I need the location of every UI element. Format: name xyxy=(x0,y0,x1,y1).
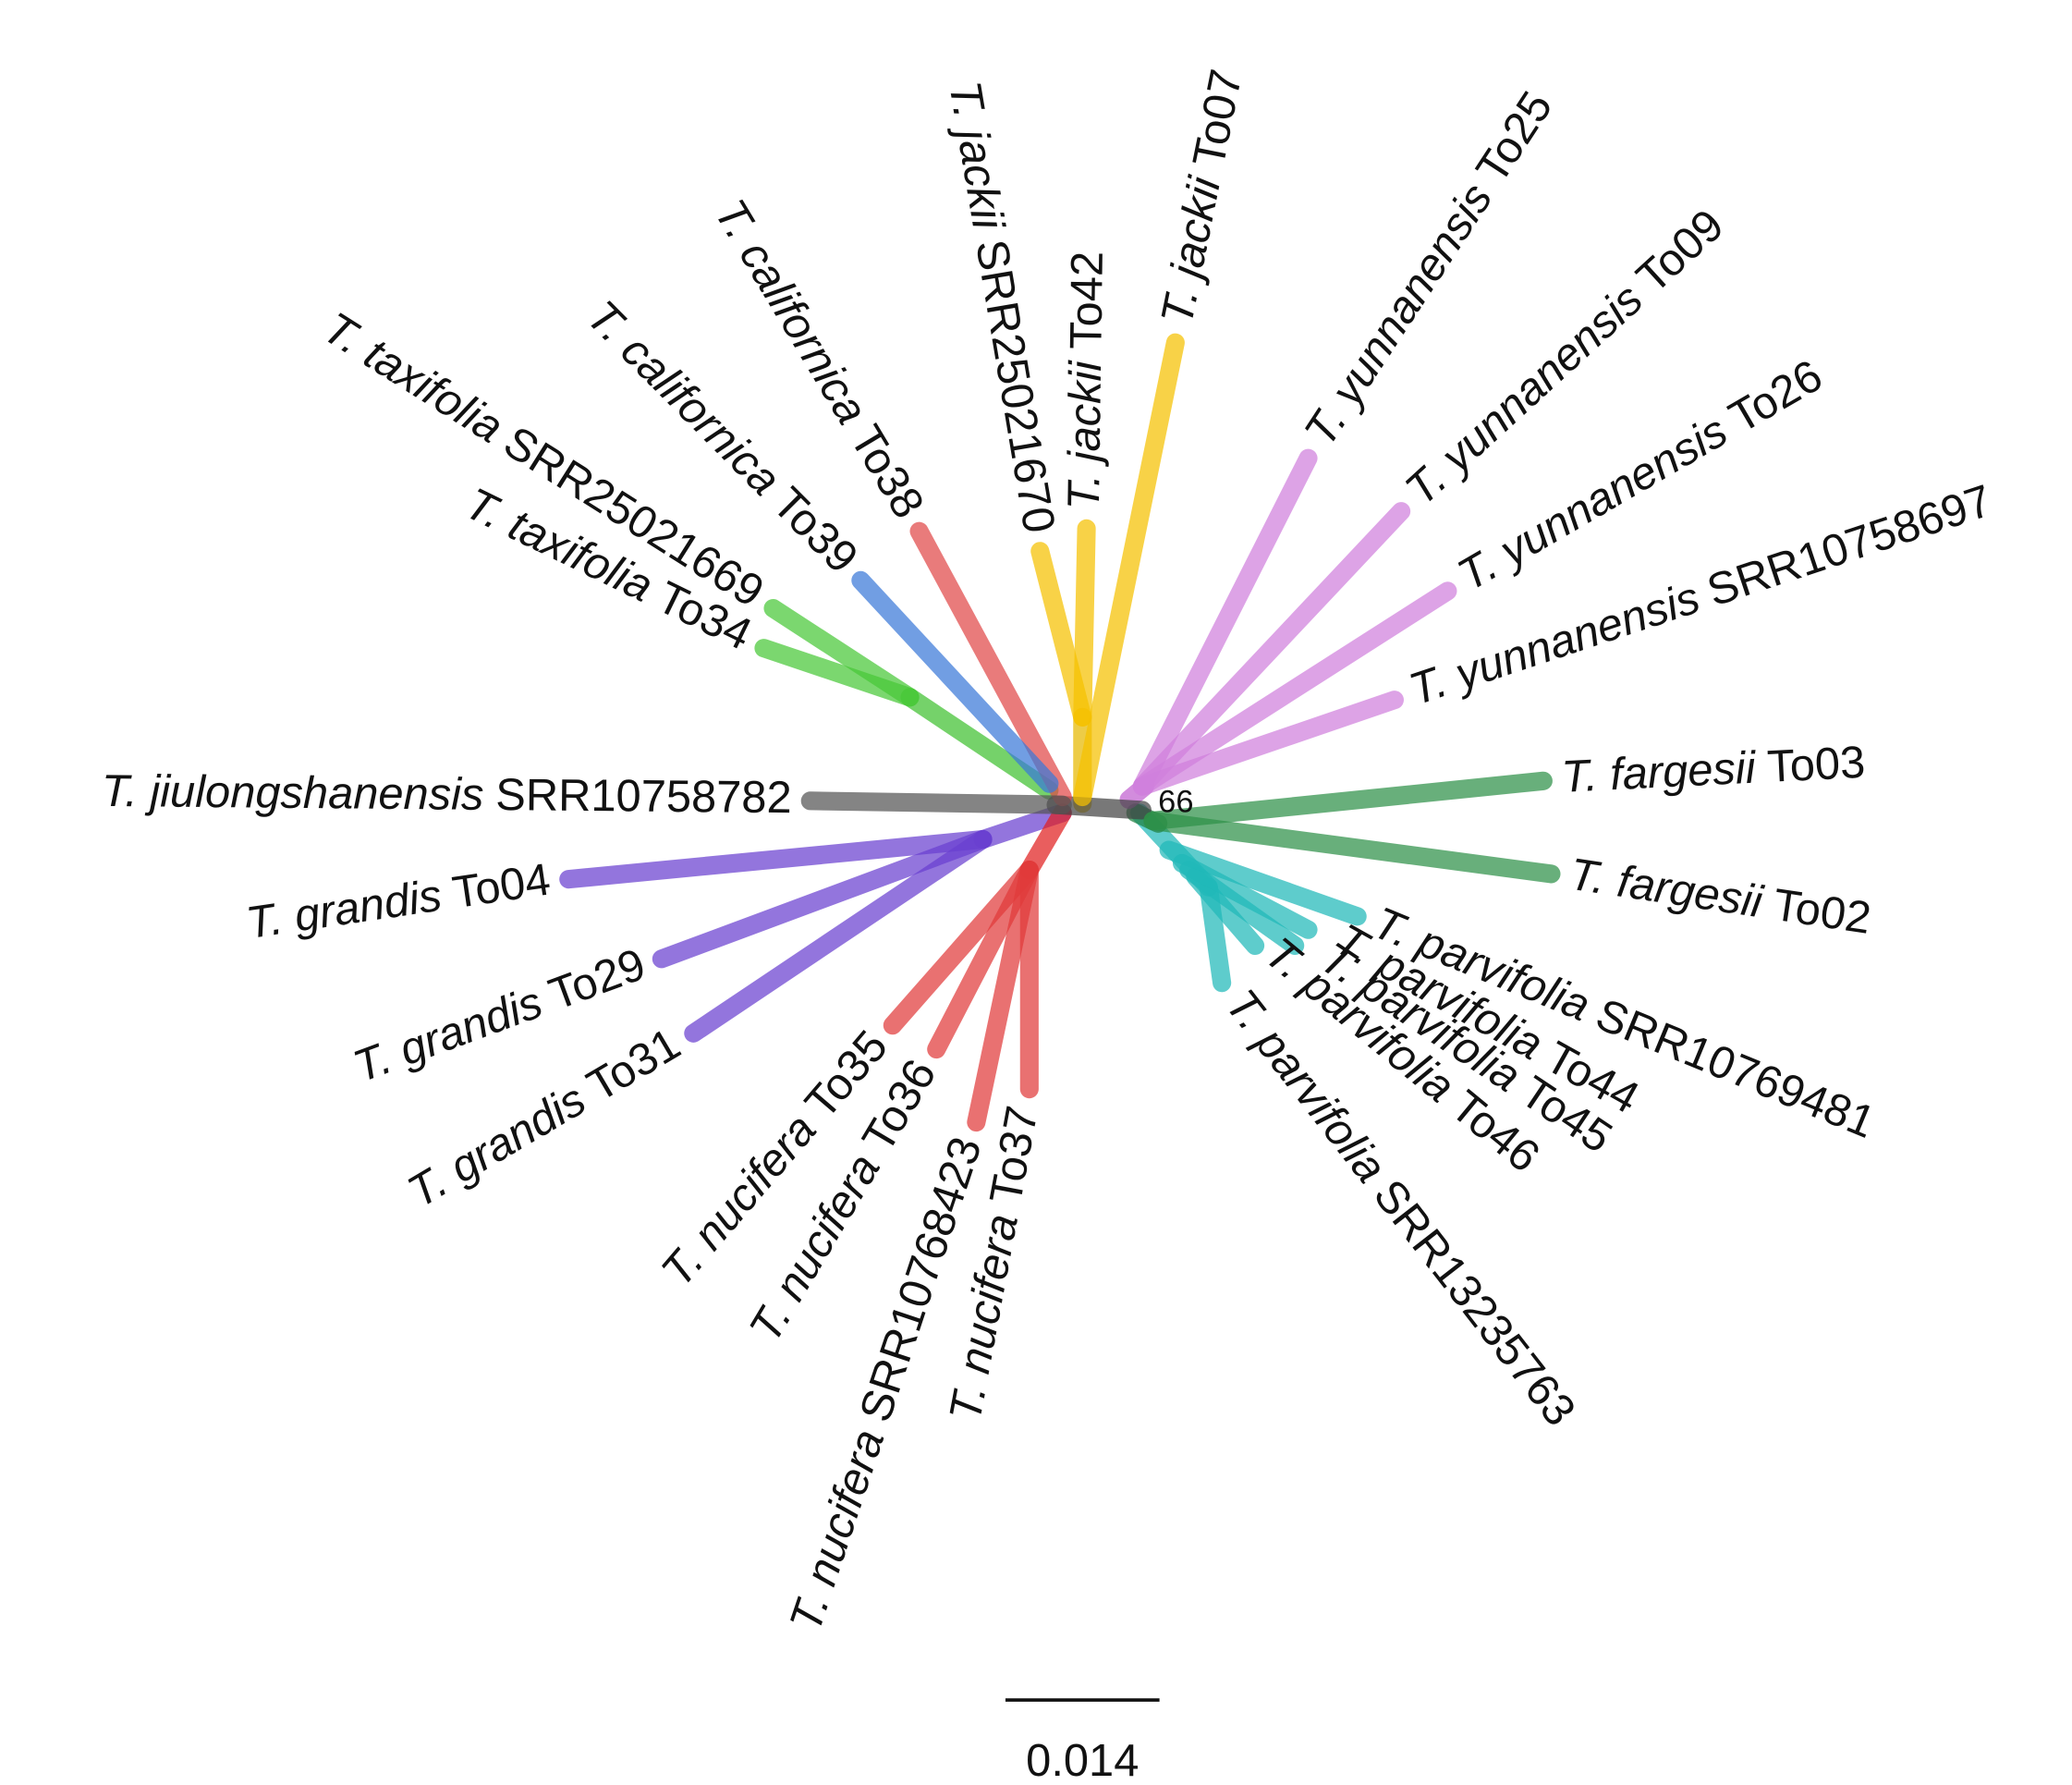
sample-id: To37 xyxy=(981,1102,1047,1207)
branch xyxy=(1132,581,1457,796)
species: T. californica xyxy=(704,191,876,433)
branch xyxy=(1159,840,1367,926)
sample-id: SRR10758782 xyxy=(495,770,792,823)
branch xyxy=(1073,333,1185,807)
branch xyxy=(754,639,920,707)
sample-id: To29 xyxy=(542,939,652,1020)
species: T. grandis xyxy=(399,1075,594,1218)
branch xyxy=(684,829,993,1043)
sample-id: To25 xyxy=(1467,83,1562,192)
branch xyxy=(800,791,1072,814)
sample-id: SRR10769481 xyxy=(1589,989,1882,1148)
species: T. jackii xyxy=(1059,360,1111,510)
sample-id: SRR13235763 xyxy=(1364,1170,1585,1435)
leaf-label: T. fargesii To03 xyxy=(1560,738,1866,802)
leaf-label: T. jiulongshanensis SRR10758782 xyxy=(102,766,792,823)
sample-id: To26 xyxy=(1721,350,1831,443)
leaf-label: T. jackiiSRR25021670 xyxy=(939,78,1064,536)
branch xyxy=(652,829,993,969)
leaf-label: T. fargesii To02 xyxy=(1566,850,1874,944)
species: T. grandis xyxy=(243,871,445,948)
branch xyxy=(1172,853,1318,939)
leaf-label: T. jackiiTo07 xyxy=(1152,66,1251,329)
sample-id: SRR25021670 xyxy=(966,237,1064,537)
leaf-label: T. grandis To04 xyxy=(243,854,554,948)
branch xyxy=(1030,542,1092,727)
sample-id: To07 xyxy=(1184,66,1252,171)
species: T. fargesii xyxy=(1566,850,1767,928)
sample-id: To02 xyxy=(1770,880,1874,944)
branch xyxy=(1132,448,1318,796)
species: T. fargesii xyxy=(1560,742,1757,801)
leaf-label: T. taxifoliaSRR25021669 xyxy=(314,303,772,617)
species: T. grandis xyxy=(347,977,549,1092)
sample-id: To38 xyxy=(840,417,933,527)
branch xyxy=(559,829,993,889)
branch xyxy=(1132,502,1411,796)
branch xyxy=(851,570,1059,793)
sample-id: To09 xyxy=(1627,200,1734,302)
scale-bar-label: 0.014 xyxy=(1026,1736,1139,1785)
bootstrap: 66 xyxy=(1158,784,1193,819)
species: T. jackii xyxy=(1152,172,1230,329)
branch xyxy=(1132,691,1404,796)
sample-id: SRR10758697 xyxy=(1701,475,1998,616)
sample-id: To39 xyxy=(763,478,868,582)
species: T. jackii xyxy=(939,78,1013,234)
leaf-label: T. jackii To42 xyxy=(1059,251,1113,510)
stem xyxy=(1019,803,1072,880)
sample-id: To03 xyxy=(1766,738,1866,792)
stem xyxy=(900,688,1059,800)
sample-id: To42 xyxy=(1061,251,1113,349)
species: T. taxifolia xyxy=(314,303,511,453)
branch xyxy=(1143,811,1561,884)
branch xyxy=(909,521,1072,807)
sample-id: To31 xyxy=(579,1019,689,1111)
branches xyxy=(559,333,1561,1132)
species: T. jiulongshanensis xyxy=(102,766,484,820)
branch xyxy=(1143,771,1553,830)
species: T. nucifera xyxy=(781,1424,895,1638)
sample-id: To04 xyxy=(449,854,554,918)
leaf-label: T. yunnanensisSRR10758697 xyxy=(1404,475,1998,715)
